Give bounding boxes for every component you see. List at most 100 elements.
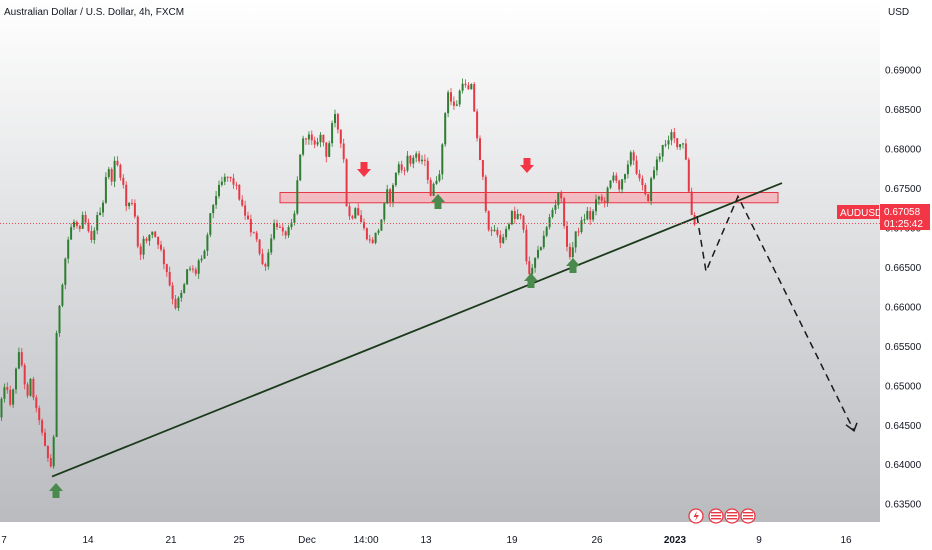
- candle-up: [580, 216, 583, 234]
- price-tick-label: 0.69000: [885, 66, 922, 77]
- candle-up: [183, 282, 186, 294]
- candle-down: [389, 188, 392, 207]
- candle-down: [145, 236, 148, 244]
- candle-down: [673, 127, 676, 144]
- time-tick-label: 25: [233, 535, 245, 546]
- price-tick-label: 0.68500: [885, 105, 922, 116]
- candle-up: [629, 150, 632, 167]
- candle-down: [252, 231, 255, 234]
- candle-down: [371, 237, 374, 245]
- us-flag-icon[interactable]: [740, 508, 756, 524]
- candle-up: [293, 210, 296, 226]
- up-arrow-marker[interactable]: [49, 483, 63, 498]
- candle-down: [310, 130, 313, 145]
- time-tick-label: 7: [1, 535, 7, 546]
- candle-up: [447, 90, 450, 118]
- projection-path[interactable]: [696, 194, 855, 432]
- candle-down: [647, 193, 650, 202]
- candle-up: [354, 207, 357, 219]
- candle-up: [435, 176, 438, 185]
- candle-down: [136, 215, 139, 249]
- candle-down: [632, 149, 635, 166]
- candle-down: [249, 214, 252, 237]
- time-tick-label: 19: [506, 535, 518, 546]
- up-arrow-marker[interactable]: [566, 258, 580, 273]
- candle-down: [423, 154, 426, 167]
- ascending-trendline[interactable]: [51, 182, 783, 478]
- candle-down: [255, 230, 258, 243]
- candle-down: [403, 167, 406, 176]
- candle-up: [682, 142, 684, 149]
- candle-down: [676, 138, 679, 150]
- candle-up: [223, 173, 226, 186]
- candle-down: [46, 445, 49, 462]
- candle-down: [20, 348, 23, 368]
- lightning-icon[interactable]: [688, 508, 704, 524]
- time-tick-label: 14:00: [353, 535, 378, 546]
- candle-up: [441, 143, 444, 180]
- candle-up: [510, 209, 513, 226]
- candle-down: [9, 385, 12, 407]
- candle-up: [299, 154, 302, 182]
- candle-up: [29, 378, 32, 397]
- candle-up: [534, 257, 537, 273]
- candle-up: [267, 248, 270, 270]
- candle-up: [180, 289, 183, 302]
- candle-down: [23, 363, 26, 390]
- candle-up: [597, 195, 600, 205]
- candle-up: [96, 211, 99, 235]
- candle-down: [131, 199, 133, 206]
- price-tick-label: 0.63500: [885, 500, 922, 511]
- candle-down: [476, 108, 479, 142]
- chart-title: Australian Dollar / U.S. Dollar, 4h, FXC…: [4, 7, 184, 18]
- candle-down: [513, 206, 516, 224]
- candle-down: [165, 263, 168, 277]
- candle-down: [687, 157, 690, 193]
- candle-down: [479, 135, 481, 161]
- candle-down: [365, 227, 368, 241]
- candle-up: [574, 231, 577, 253]
- candle-up: [539, 246, 542, 252]
- candle-up: [438, 170, 441, 183]
- up-arrow-marker[interactable]: [524, 273, 538, 288]
- us-flag-icon[interactable]: [724, 508, 740, 524]
- price-badge: AUDUSD 0.67058 01:25:42: [837, 204, 930, 230]
- price-badge-value: 0.67058: [884, 207, 921, 218]
- candle-up: [12, 388, 15, 408]
- time-axis[interactable]: 7 14 21 25 Dec 14:00 13 19 26 2023 9 16: [1, 535, 852, 546]
- candle-down: [174, 294, 177, 310]
- candle-up: [493, 224, 496, 232]
- candle-up: [15, 367, 17, 394]
- price-axis[interactable]: 0.690000.685000.680000.675000.670000.665…: [885, 66, 922, 511]
- candle-down: [281, 223, 284, 236]
- candle-down: [261, 248, 264, 266]
- candle-up: [583, 213, 586, 224]
- candle-up: [537, 245, 539, 260]
- down-arrow-marker[interactable]: [520, 158, 534, 173]
- time-tick-label: Dec: [298, 535, 316, 546]
- candle-up: [377, 228, 380, 236]
- candle-up: [667, 135, 670, 150]
- candle-up: [58, 304, 61, 337]
- up-arrow-marker[interactable]: [431, 194, 445, 209]
- candle-down: [122, 174, 125, 189]
- candle-down: [481, 159, 484, 181]
- candle-down: [41, 418, 44, 436]
- candle-down: [400, 160, 403, 174]
- candle-down: [357, 203, 360, 216]
- us-flag-icon[interactable]: [708, 508, 724, 524]
- candle-down: [499, 230, 502, 248]
- down-arrow-marker[interactable]: [357, 162, 371, 177]
- candle-up: [392, 183, 394, 208]
- candle-up: [319, 132, 322, 148]
- candle-down: [409, 154, 412, 167]
- resistance-zone[interactable]: [279, 192, 779, 204]
- candle-up: [55, 330, 58, 438]
- candle-up: [612, 172, 615, 183]
- candle-down: [125, 181, 128, 212]
- candle-up: [542, 230, 545, 250]
- price-badge-symbol: AUDUSD: [840, 208, 882, 219]
- candle-up: [148, 234, 151, 246]
- candle-down: [568, 243, 571, 260]
